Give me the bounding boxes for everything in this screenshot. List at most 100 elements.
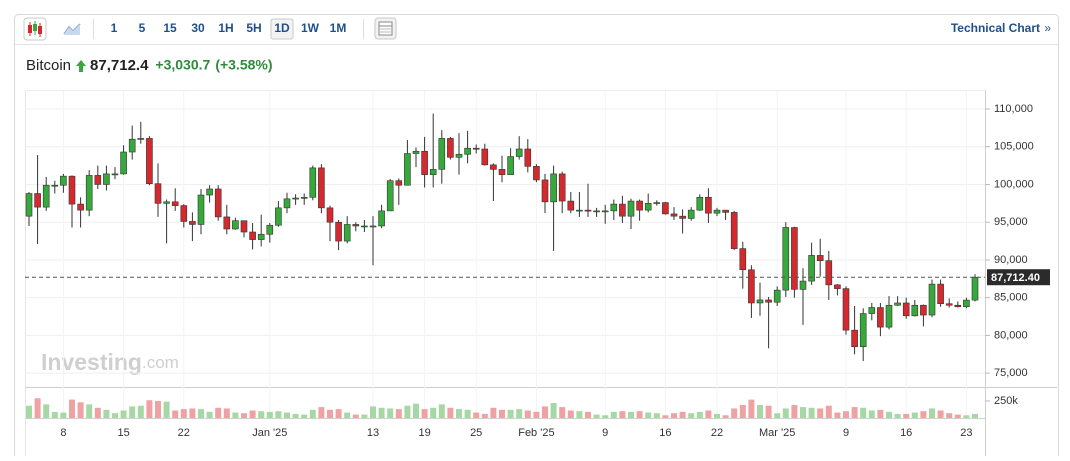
candle-body <box>490 164 497 170</box>
volume-bar <box>696 411 703 418</box>
candle-body <box>361 225 368 228</box>
x-tick-label: 16 <box>659 427 671 439</box>
volume-bar <box>688 413 695 418</box>
candle-body <box>911 304 919 317</box>
candle-body <box>300 196 308 199</box>
candle-body <box>34 193 41 208</box>
volume-bar <box>43 404 50 418</box>
volume-bar <box>464 409 471 418</box>
volume-bar <box>903 413 910 418</box>
volume-bar <box>232 412 239 418</box>
volume-bar <box>834 412 841 418</box>
volume-bar <box>481 413 488 418</box>
interval-button[interactable]: 1D <box>274 21 290 35</box>
candle-body <box>438 138 446 170</box>
interval-button[interactable]: 15 <box>163 21 177 35</box>
volume-bar <box>404 405 411 418</box>
candle-body <box>266 224 274 235</box>
candles <box>25 113 979 362</box>
candle-body <box>421 150 428 175</box>
candle-body <box>128 138 136 153</box>
candle-body <box>447 138 454 158</box>
candle-body <box>679 215 686 219</box>
volume-bar <box>791 405 798 418</box>
volume-bar <box>843 411 849 418</box>
volume-bar <box>954 414 961 418</box>
watermark-brand: Investing <box>41 349 142 375</box>
grid <box>25 91 985 418</box>
interval-buttons: 1 5 15 30 1H 5H 1D 1W 1M <box>111 18 347 40</box>
y-tick-label: 110,000 <box>994 103 1033 115</box>
interval-button[interactable]: 5 <box>139 21 146 35</box>
candle-body <box>825 260 833 286</box>
table-icon[interactable] <box>374 17 397 40</box>
candle-body <box>352 224 360 227</box>
candle-body <box>515 148 523 157</box>
volume-bar <box>120 410 127 418</box>
interval-button[interactable]: 5H <box>246 21 261 35</box>
volume-bar <box>137 405 144 418</box>
interval-button[interactable]: 30 <box>191 21 205 35</box>
candle-body <box>137 138 145 140</box>
interval-button[interactable]: 1 <box>111 21 118 35</box>
candles-icon[interactable] <box>23 17 47 41</box>
candle-body <box>326 207 334 223</box>
candle-body <box>842 288 850 331</box>
volume-bar <box>662 415 669 418</box>
volume-bar <box>301 414 308 418</box>
volume-bar <box>26 405 32 418</box>
candle-body <box>808 255 815 282</box>
volume-bar <box>60 412 67 418</box>
volume-bar <box>748 399 755 418</box>
volume-bar <box>722 415 729 418</box>
volume-bar <box>507 409 514 418</box>
y-tick-label: 95,000 <box>994 216 1028 228</box>
x-tick-label: Mar '25 <box>759 427 795 439</box>
volume-bar <box>851 407 858 418</box>
candle-body <box>713 209 721 214</box>
volume-bar <box>335 409 342 418</box>
candle-body <box>567 200 575 211</box>
candle-body <box>51 184 59 187</box>
volume-bar <box>344 412 351 418</box>
line-icon[interactable] <box>63 23 81 35</box>
candle-body <box>275 207 282 226</box>
x-tick-label: Jan '25 <box>252 427 287 439</box>
volume-bar <box>155 400 161 418</box>
candle-body <box>945 303 953 306</box>
candle-body <box>971 276 979 301</box>
candle-body <box>120 151 127 175</box>
volume-bar <box>765 405 772 418</box>
x-tick-label: 25 <box>470 427 482 439</box>
interval-button[interactable]: 1M <box>330 21 347 35</box>
candle-body <box>85 175 93 211</box>
candle-body <box>455 153 463 158</box>
technical-chart-link[interactable]: Technical Chart <box>951 21 1040 35</box>
volume-bar <box>456 409 462 418</box>
candle-body <box>111 173 119 176</box>
interval-button[interactable]: 1W <box>301 21 320 35</box>
volume-bar <box>645 412 652 418</box>
volume-bar <box>490 407 497 418</box>
volume-bar <box>112 413 118 418</box>
candle-body <box>249 231 256 240</box>
volume-bar <box>361 414 368 418</box>
candle-body <box>163 201 170 204</box>
candle-body <box>309 167 317 198</box>
volume-bar <box>438 404 445 418</box>
candle-body <box>954 304 962 308</box>
volume-bar <box>800 407 806 418</box>
candle-body <box>765 299 772 303</box>
volume-bar <box>241 413 247 418</box>
volume-bar <box>602 415 609 418</box>
link-arrow[interactable]: » <box>1044 21 1051 35</box>
price-change-percent: (+3.58%) <box>215 57 272 73</box>
candle-body <box>498 169 506 175</box>
candle-body <box>816 255 824 262</box>
candle-body <box>524 148 532 167</box>
volume-bar <box>198 409 204 418</box>
interval-button[interactable]: 1H <box>218 21 233 35</box>
volume-bar <box>370 406 376 418</box>
x-tick-label: 19 <box>418 427 430 439</box>
